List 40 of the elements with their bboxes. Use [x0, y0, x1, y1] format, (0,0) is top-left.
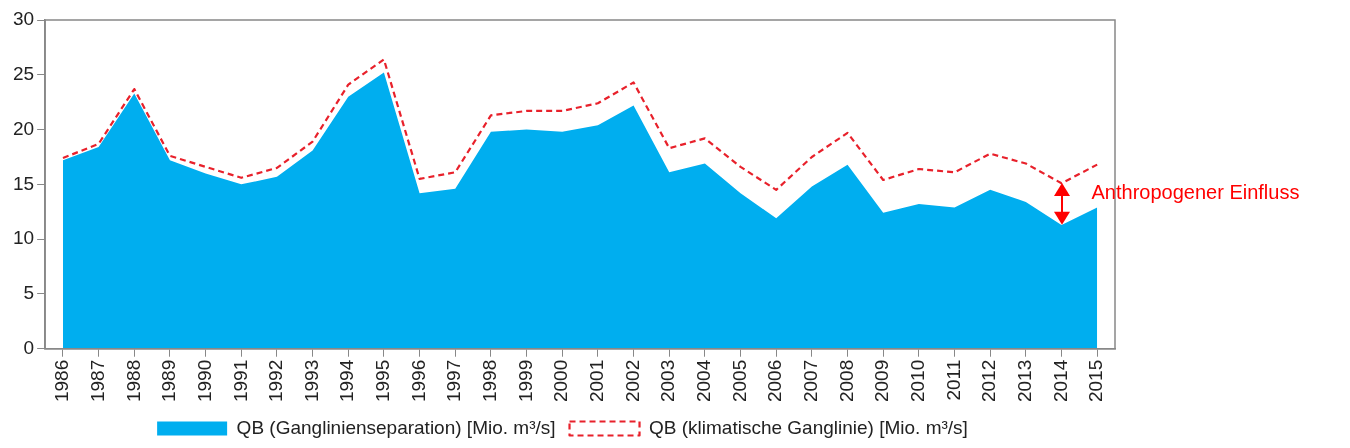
x-tick-label: 2014 [1049, 359, 1071, 403]
x-tick-label: 1987 [86, 359, 108, 403]
x-tick-label: 1998 [479, 359, 501, 403]
y-tick-label: 20 [12, 117, 35, 139]
y-tick-label: 10 [12, 227, 35, 249]
x-tick-label: 2012 [978, 359, 1000, 403]
x-tick-label: 2009 [871, 359, 893, 403]
legend-label: QB (klimatische Ganglinie) [Mio. m³/s] [649, 416, 968, 438]
x-tick-label: 2003 [657, 359, 679, 403]
x-tick-label: 1994 [336, 359, 358, 403]
x-tick-label: 2006 [764, 359, 786, 403]
x-tick-label: 2005 [728, 359, 750, 403]
y-tick-label: 15 [12, 172, 35, 194]
x-tick-label: 1988 [122, 359, 144, 403]
x-tick-label: 2000 [550, 359, 572, 403]
x-tick-label: 2004 [693, 359, 715, 403]
x-tick-label: 1997 [443, 359, 465, 403]
x-tick-label: 1991 [229, 359, 251, 403]
x-tick-label: 1999 [514, 359, 536, 403]
x-tick-label: 1989 [158, 359, 180, 403]
legend-label: QB (Ganglinienseparation) [Mio. m³/s] [236, 416, 556, 438]
x-tick-label: 1996 [407, 359, 429, 403]
x-tick-label: 2002 [621, 359, 643, 403]
x-tick-label: 1993 [300, 359, 322, 403]
x-tick-label: 2011 [942, 359, 964, 401]
x-tick-label: 1986 [51, 359, 73, 403]
y-tick-label: 0 [23, 336, 35, 358]
x-tick-label: 2015 [1085, 359, 1107, 403]
x-tick-label: 2010 [907, 359, 929, 403]
x-tick-label: 2007 [800, 359, 822, 403]
y-tick-label: 25 [12, 63, 35, 85]
x-tick-label: 2013 [1014, 359, 1036, 403]
x-tick-label: 1990 [193, 359, 215, 403]
annotation: Anthropogener Einfluss [1091, 180, 1300, 203]
x-tick-label: 1992 [265, 359, 287, 403]
y-tick-label: 5 [23, 282, 35, 304]
y-tick-label: 30 [12, 8, 35, 30]
x-tick-label: 2001 [586, 359, 608, 403]
x-tick-label: 2008 [835, 359, 857, 403]
x-tick-label: 1995 [372, 359, 394, 403]
